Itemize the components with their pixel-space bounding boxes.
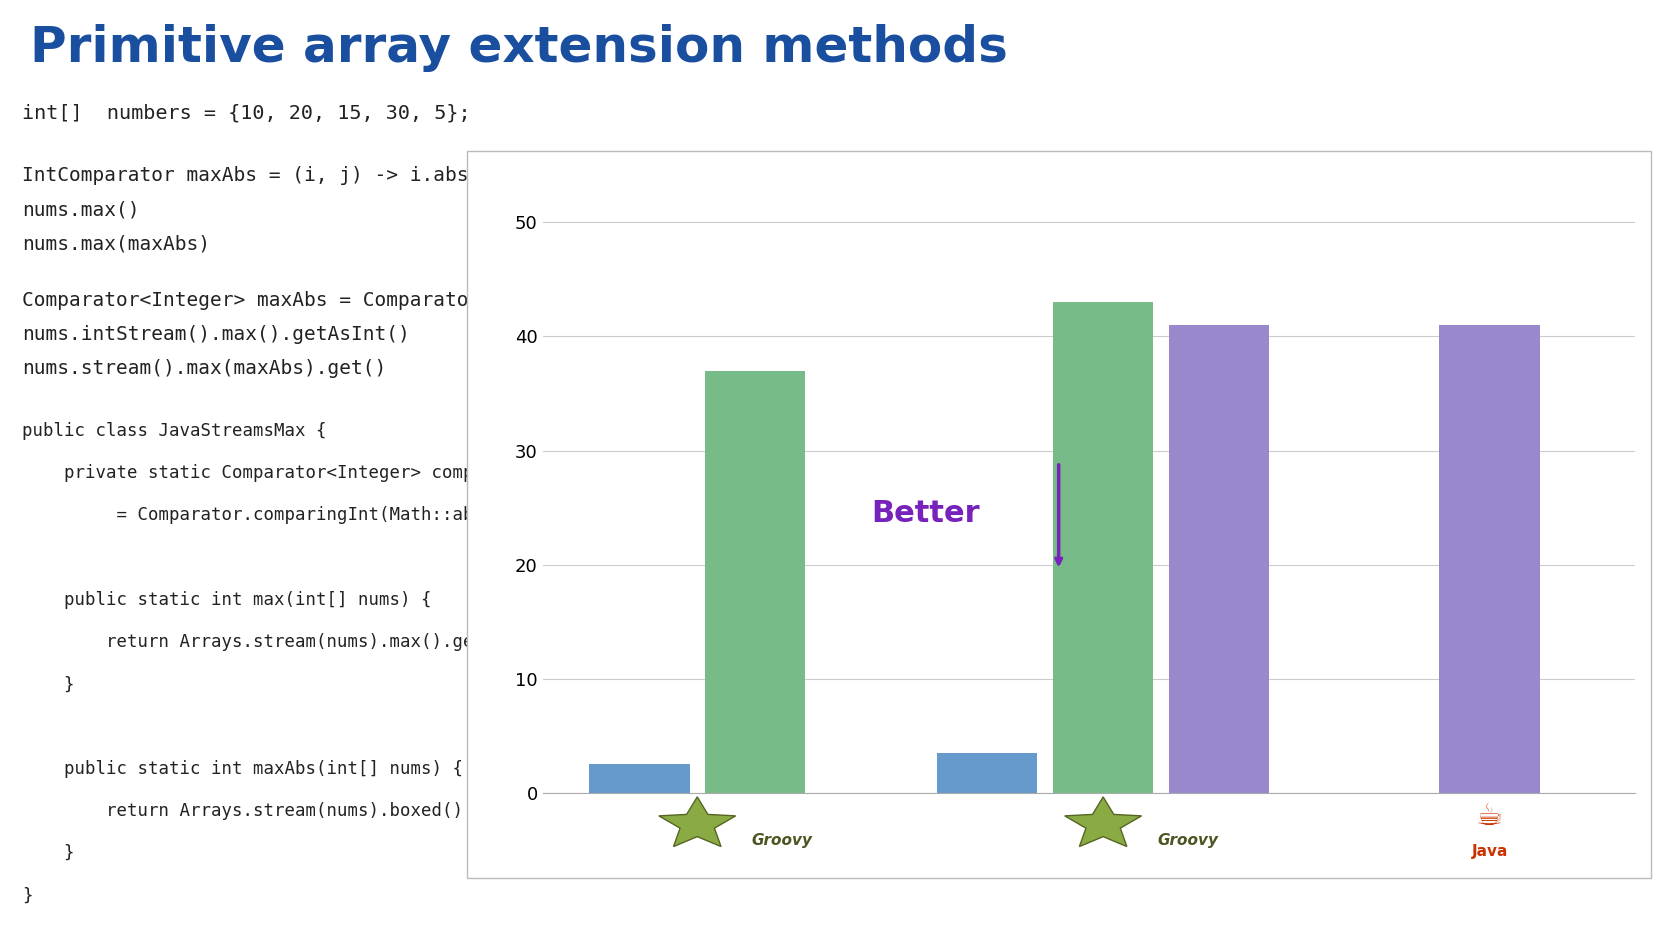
Text: nums.max(maxAbs): nums.max(maxAbs): [22, 235, 210, 254]
Text: Groovy: Groovy: [751, 833, 813, 848]
Text: ☕: ☕: [1477, 801, 1504, 831]
Bar: [706, 371, 805, 793]
Text: nums.max(): nums.max(): [22, 200, 139, 220]
Text: Groovy: Groovy: [1158, 833, 1218, 848]
Text: public static int maxAbs(int[] nums) {: public static int maxAbs(int[] nums) {: [22, 760, 464, 778]
Text: Comparator<Integer> maxAbs = Comparator.: Comparator<Integer> maxAbs = Comparator.: [22, 291, 492, 310]
Bar: [1169, 325, 1270, 793]
Bar: [1053, 302, 1154, 793]
Text: Primitive array extension methods: Primitive array extension methods: [30, 24, 1008, 72]
Bar: [1440, 325, 1541, 793]
Text: private static Comparator<Integer> compar: private static Comparator<Integer> compa…: [22, 464, 494, 482]
Bar: [590, 765, 689, 793]
Text: }: }: [22, 886, 32, 904]
Text: Java: Java: [1472, 844, 1509, 859]
Polygon shape: [659, 797, 736, 847]
Text: public static int max(int[] nums) {: public static int max(int[] nums) {: [22, 591, 432, 609]
Polygon shape: [1065, 797, 1141, 847]
Text: int[]  numbers = {10, 20, 15, 30, 5};: int[] numbers = {10, 20, 15, 30, 5};: [22, 103, 470, 123]
Text: return Arrays.stream(nums).boxed().ma: return Arrays.stream(nums).boxed().ma: [22, 801, 494, 820]
Text: }: }: [22, 675, 74, 693]
Text: return Arrays.stream(nums).max().getA: return Arrays.stream(nums).max().getA: [22, 633, 494, 651]
Bar: [937, 753, 1038, 793]
Text: public class JavaStreamsMax {: public class JavaStreamsMax {: [22, 422, 326, 440]
Text: }: }: [22, 844, 74, 862]
Text: Better: Better: [872, 498, 979, 528]
Text: nums.intStream().max().getAsInt(): nums.intStream().max().getAsInt(): [22, 325, 410, 345]
Text: = Comparator.comparingInt(Math::abs);: = Comparator.comparingInt(Math::abs);: [22, 506, 506, 525]
Text: nums.stream().max(maxAbs).get(): nums.stream().max(maxAbs).get(): [22, 360, 386, 379]
Text: IntComparator maxAbs = (i, j) -> i.abs() <=> j.abs(): IntComparator maxAbs = (i, j) -> i.abs()…: [22, 166, 633, 185]
